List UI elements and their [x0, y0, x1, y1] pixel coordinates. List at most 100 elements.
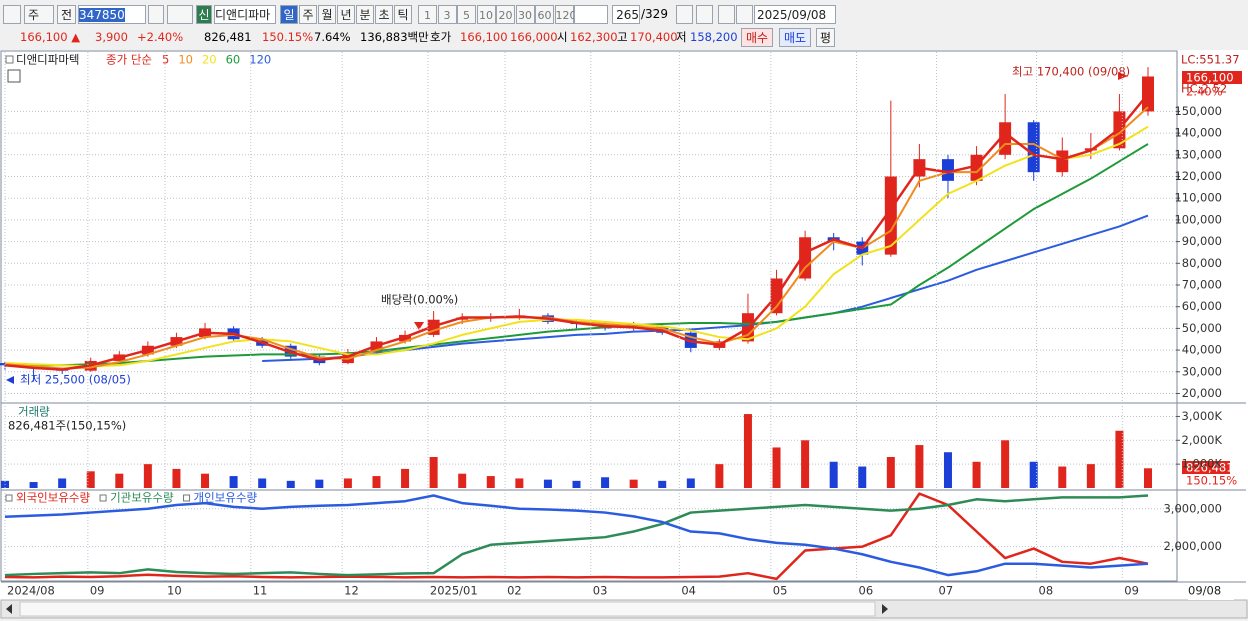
interval-button[interactable]: 60 — [535, 5, 554, 24]
x-tick-label: 11 — [253, 584, 268, 598]
quote-volume-ratio: 150.15% — [262, 30, 314, 44]
legend-entry: 60 — [226, 53, 241, 67]
x-tick-label: 12 — [344, 584, 359, 598]
tool-icon[interactable] — [676, 5, 693, 24]
interval-button[interactable]: 30 — [515, 5, 535, 24]
interval-button[interactable]: 1 — [418, 5, 437, 24]
scroll-left[interactable] — [6, 604, 12, 614]
y-tick-label: 90,000 — [1182, 234, 1222, 248]
new-badge: 신 — [196, 5, 212, 24]
period-button[interactable]: 초 — [375, 5, 393, 24]
x-tick-label: 06 — [859, 584, 874, 598]
sell-button[interactable]: 매도 — [779, 28, 811, 47]
candle-body — [799, 237, 812, 279]
period-button[interactable]: 월 — [318, 5, 336, 24]
total-count: /329 — [641, 7, 668, 21]
y-tick-label: 150,000 — [1174, 104, 1222, 118]
volume-bar — [658, 480, 667, 488]
interval-button[interactable]: 5 — [457, 5, 476, 24]
last-volume-box — [1182, 461, 1230, 474]
period-button[interactable]: 주 — [299, 5, 317, 24]
candle-body — [884, 176, 897, 255]
count-input[interactable]: 265 — [612, 5, 640, 24]
y-tick-label: 70,000 — [1182, 278, 1222, 292]
volume-bar — [286, 480, 295, 488]
date-input[interactable]: 2025/09/08 — [754, 5, 836, 24]
market-combo[interactable]: 주 — [24, 5, 54, 24]
quote-ask: 166,100 — [460, 30, 508, 44]
period-button[interactable]: 분 — [356, 5, 374, 24]
low-arrow — [6, 376, 14, 384]
scroll-thumb[interactable] — [19, 601, 876, 617]
volume-bar — [458, 473, 467, 488]
quote-ask-label: 호가 — [430, 30, 452, 44]
sound-button[interactable] — [167, 5, 193, 24]
volume-bar — [143, 464, 152, 488]
volume-bar — [858, 466, 867, 488]
x-tick-label: 09 — [90, 584, 105, 598]
period-button[interactable]: 일 — [280, 5, 298, 24]
candle-body — [1142, 76, 1154, 112]
tool-icon[interactable] — [718, 5, 735, 24]
y-tick-label: 120,000 — [1174, 169, 1222, 183]
y-tick-label: 40,000 — [1182, 343, 1222, 357]
volume-bar — [429, 456, 438, 488]
interval-button[interactable]: 20 — [496, 5, 515, 24]
interval-button[interactable]: 3 — [437, 5, 457, 24]
volume-bar — [1086, 464, 1095, 488]
y-tick-label: 30,000 — [1182, 364, 1222, 378]
candle-body — [1056, 150, 1069, 173]
x-tick-label: 08 — [1039, 584, 1054, 598]
legend-entry: 120 — [249, 53, 271, 67]
interval-combo[interactable] — [574, 5, 608, 24]
x-tick-label: 02 — [507, 584, 522, 598]
x-tick-label: 09 — [1124, 584, 1139, 598]
volume-bar — [1029, 461, 1038, 488]
quote-high: 170,400 — [630, 30, 678, 44]
candle-body — [1027, 122, 1040, 173]
quote-high-label: 고 — [617, 30, 628, 44]
quote-turnover: 7.64% — [314, 30, 351, 44]
tool-icon[interactable] — [736, 5, 753, 24]
legend-box — [183, 494, 191, 502]
buy-button[interactable]: 매수 — [741, 28, 773, 47]
series-line — [5, 143, 1149, 367]
volume-info: 826,481주(150,15%) — [8, 419, 126, 433]
avg-button[interactable]: 평 — [816, 28, 835, 47]
volume-bar — [29, 482, 38, 488]
interval-button[interactable]: 10 — [476, 5, 496, 24]
panel-icon[interactable] — [7, 69, 21, 83]
volume-bar — [486, 476, 495, 488]
scroll-right[interactable] — [882, 604, 888, 614]
cursor-date: 09/08 — [1188, 584, 1221, 598]
volume-bar — [915, 445, 924, 488]
period-button[interactable]: 틱 — [394, 5, 412, 24]
menu-icon[interactable] — [3, 5, 21, 24]
series-line — [4, 93, 1149, 371]
mode-button[interactable]: 전 — [57, 5, 76, 24]
volume-bar — [515, 478, 524, 488]
lc-label: LC:551.37 — [1181, 53, 1240, 67]
volume-bar — [972, 461, 981, 488]
code-selected: 347850 — [79, 8, 125, 22]
volume-bar — [715, 464, 724, 488]
period-button[interactable]: 년 — [337, 5, 355, 24]
search-button[interactable] — [148, 5, 164, 24]
y-tick-label: 140,000 — [1174, 126, 1222, 140]
interval-button[interactable]: 120 — [554, 5, 577, 24]
volume-bar — [372, 476, 381, 488]
quote-change: 3,900 — [95, 30, 128, 44]
volume-bar — [1144, 468, 1152, 488]
code-input[interactable]: 347850 — [78, 5, 146, 24]
y-tick-label: 50,000 — [1182, 321, 1222, 335]
quote-amount: 136,883백만 — [360, 30, 429, 44]
y-tick-label: 100,000 — [1174, 212, 1222, 226]
volume-bar — [1001, 440, 1010, 488]
tool-icon[interactable] — [696, 5, 713, 24]
y-tick-label: 80,000 — [1182, 256, 1222, 270]
x-tick-label: 05 — [773, 584, 788, 598]
volume-title: 거래량 — [18, 405, 50, 419]
stock-name[interactable]: 디앤디파마 — [214, 5, 276, 24]
quote-change-pct: +2.40% — [137, 30, 184, 44]
